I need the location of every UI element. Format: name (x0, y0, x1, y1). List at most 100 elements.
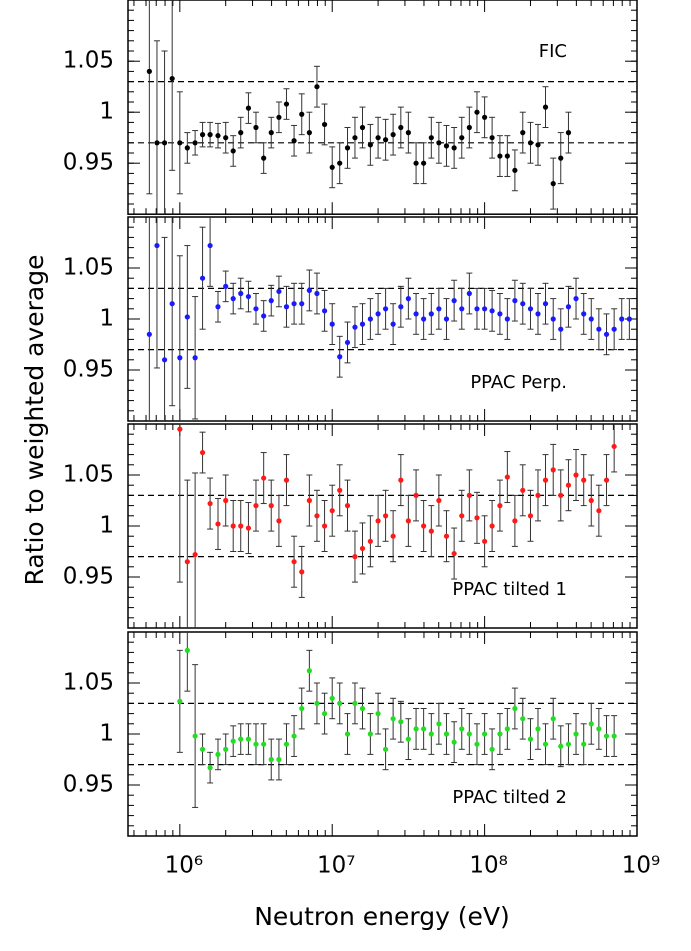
data-point (207, 242, 213, 249)
data-point (223, 135, 229, 141)
data-point (405, 736, 411, 742)
data-point (512, 298, 518, 304)
series-label: PPAC tilted 2 (452, 787, 567, 808)
data-point (314, 84, 320, 90)
data-point (489, 135, 495, 141)
y-tick-label: 1 (99, 306, 114, 332)
data-point (192, 551, 198, 558)
data-point (451, 298, 457, 304)
y-tick-label: 1 (99, 99, 114, 125)
data-point (520, 130, 526, 136)
data-point (550, 467, 556, 473)
data-point (321, 711, 328, 717)
data-point (497, 731, 503, 737)
data-point (573, 731, 579, 737)
data-point (329, 695, 335, 701)
data-point (306, 287, 312, 294)
data-point (245, 525, 252, 531)
data-point (169, 75, 175, 82)
x-tick-label: 10⁷ (317, 853, 356, 879)
data-point (352, 554, 358, 560)
data-point (474, 515, 480, 521)
data-point (367, 142, 373, 148)
data-point (238, 130, 244, 136)
data-point (443, 316, 450, 322)
data-point (245, 105, 252, 111)
data-point (558, 155, 564, 161)
data-point (253, 503, 259, 509)
data-point (436, 721, 442, 727)
y-tick-label: 0.95 (63, 150, 114, 176)
data-point (192, 355, 198, 361)
data-point (367, 316, 373, 322)
data-point (199, 275, 206, 281)
error-bar (184, 479, 191, 628)
data-point (245, 736, 252, 742)
data-point (504, 316, 510, 322)
data-point (299, 111, 305, 117)
data-point (542, 301, 549, 307)
data-point (337, 700, 343, 707)
data-point (306, 130, 312, 136)
data-point (573, 296, 579, 302)
data-point (245, 293, 252, 300)
data-point (398, 124, 404, 131)
error-bar (146, 0, 153, 195)
y-tick-label: 1.05 (63, 670, 114, 696)
data-point (199, 746, 206, 752)
data-point (482, 306, 488, 312)
data-point (421, 523, 427, 529)
data-point (466, 731, 472, 737)
data-point (253, 124, 259, 131)
data-point (184, 559, 190, 565)
data-point (535, 726, 541, 732)
data-point (375, 311, 381, 317)
data-point (489, 308, 495, 314)
y-tick-label: 1.05 (63, 255, 114, 281)
data-point (596, 508, 602, 514)
data-point (527, 306, 534, 312)
data-point (283, 477, 290, 483)
data-point (223, 746, 229, 752)
data-point (344, 503, 351, 509)
data-point (382, 513, 389, 519)
data-point (161, 357, 168, 363)
data-point (223, 497, 229, 504)
data-point (184, 647, 190, 653)
data-point (413, 311, 419, 317)
data-point (436, 306, 442, 312)
data-point (169, 301, 175, 307)
data-point (238, 290, 244, 297)
data-point (375, 135, 381, 141)
data-point (390, 321, 396, 327)
data-point (413, 160, 419, 166)
y-axis-title: Ratio to weighted average (20, 254, 49, 585)
error-bar (176, 255, 183, 421)
data-point (268, 503, 274, 509)
data-point (626, 316, 632, 322)
data-point (474, 741, 480, 747)
data-point (520, 487, 526, 493)
data-point (405, 130, 411, 136)
data-point (177, 426, 183, 432)
data-point (581, 311, 587, 317)
x-tick-label: 10⁸ (469, 853, 508, 879)
data-point (359, 545, 366, 552)
data-point (261, 741, 267, 747)
data-point (253, 741, 259, 747)
data-point (291, 301, 297, 307)
panel-frame (127, 0, 638, 215)
data-point (192, 733, 198, 739)
y-tick-label: 1 (99, 513, 114, 539)
data-point (299, 705, 305, 712)
data-point (474, 109, 480, 115)
data-point (504, 726, 510, 732)
data-point (261, 313, 267, 319)
error-bar (169, 0, 176, 171)
data-point (405, 296, 411, 302)
data-point (261, 155, 267, 161)
data-point (596, 326, 602, 332)
data-point (329, 508, 335, 514)
series-label: PPAC tilted 1 (452, 579, 567, 600)
